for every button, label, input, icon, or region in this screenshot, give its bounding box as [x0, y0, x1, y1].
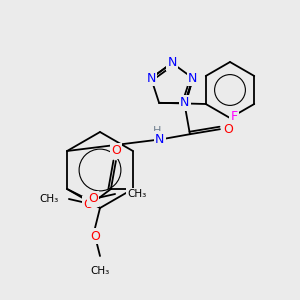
- Text: O: O: [111, 145, 121, 158]
- Text: CH₃: CH₃: [40, 194, 59, 204]
- Text: CH₃: CH₃: [90, 266, 110, 276]
- Text: N: N: [188, 72, 198, 85]
- Text: N: N: [167, 56, 177, 70]
- Text: O: O: [223, 123, 233, 136]
- Text: H: H: [153, 126, 161, 136]
- Text: N: N: [146, 72, 156, 85]
- Text: O: O: [88, 193, 98, 206]
- Text: O: O: [90, 230, 100, 242]
- Text: N: N: [155, 133, 165, 146]
- Text: CH₃: CH₃: [127, 189, 146, 199]
- Text: N: N: [180, 96, 190, 109]
- Text: F: F: [230, 110, 238, 122]
- Text: O: O: [83, 197, 93, 211]
